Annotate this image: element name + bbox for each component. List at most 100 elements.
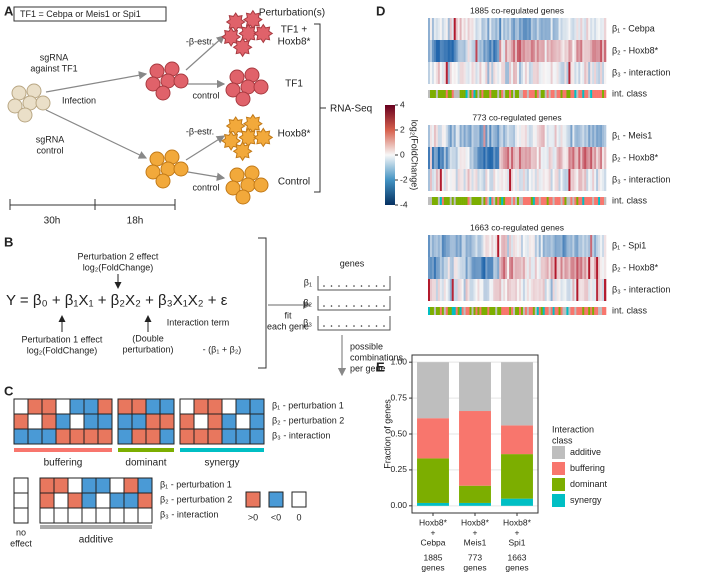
sign-cell [131,398,147,415]
heatmap-cell [518,279,522,301]
sign-cell [123,477,139,494]
class-cell [463,197,466,205]
class-cell [479,90,482,98]
heatmap-cell [560,147,563,169]
class-cell [501,307,504,315]
heatmap-cell [600,62,603,84]
bracket [258,237,267,369]
heatmap-cell [511,62,514,84]
bar-segment [501,362,533,426]
class-cell [530,307,534,315]
label: genes [340,258,365,268]
class-cell [513,90,516,98]
cell [238,127,259,148]
class-cell [479,307,482,315]
heatmap-cell [493,169,496,191]
class-cell [552,197,555,205]
class-cell [497,90,500,98]
heatmap-cell [479,257,482,279]
sign-cell [13,413,29,430]
heatmap-cell [455,169,458,191]
class-cell [511,307,514,315]
sign-cell [249,413,265,430]
heatmap-cell [582,235,585,257]
heatmap-cell [602,279,605,301]
heatmap-cell [457,62,460,84]
gene-count: 1885 [424,552,443,562]
heatmap-cell [453,40,456,62]
class-cell [532,90,536,98]
heatmap-cell [471,147,474,169]
heatmap-cell [433,62,437,84]
heatmap-cell [475,18,478,40]
sign-cell [83,413,99,430]
sign-cell [67,492,83,509]
heatmap-cell [532,125,536,147]
cell [155,173,171,189]
heatmap-cell [598,235,601,257]
heatmap-cell [475,279,478,301]
sign-cell [81,492,97,509]
class-cell [429,307,433,315]
sign-cell [159,398,175,415]
class-cell [580,197,583,205]
class-cell [542,197,545,205]
heatmap-cell [564,235,567,257]
heatmap-cell [558,147,561,169]
class-cell [445,197,449,205]
heatmap-cell [517,125,520,147]
class-cell [433,90,437,98]
heatmap-cell [429,169,433,191]
heatmap-cell [546,62,549,84]
heatmap-cell [580,62,583,84]
cell [7,98,23,114]
class-cell [598,90,601,98]
sign-cell [55,428,71,445]
heatmap-cell [447,147,451,169]
sign-cell [39,477,55,494]
tf-box [13,6,167,22]
heatmap-cell [457,147,460,169]
heatmap-cell [570,62,573,84]
heatmap-cell [479,125,482,147]
row-label: β₂ - Hoxb8* [612,45,659,55]
heatmap-cell [513,62,516,84]
heatmap-cell [477,279,480,301]
dot [360,305,363,307]
heatmap-cell [560,235,563,257]
dot [330,305,333,307]
heatmap-cell [511,147,514,169]
heatmap-cell [491,169,494,191]
heatmap-cell [441,62,445,84]
heatmap-cell [483,279,486,301]
heatmap-cell [570,147,573,169]
class-cell [574,197,577,205]
heatmap-cell [485,40,488,62]
heatmap-cell [534,279,538,301]
heatmap-cell [497,125,500,147]
sign-cell [137,507,153,524]
class-cell [449,197,453,205]
heatmap-cell [528,279,532,301]
heatmap-cell [600,257,603,279]
heatmap-cell [562,62,565,84]
cell [11,85,27,101]
heatmap-cell [485,257,488,279]
sign-cell [53,492,69,509]
heatmap-cell [540,279,544,301]
class-cell [548,90,551,98]
heatmap-cell [556,18,559,40]
class-cell [578,90,581,98]
heatmap-cell [602,257,605,279]
class-cell [562,90,565,98]
label: β₂ [303,297,312,307]
class-cell [471,307,474,315]
heatmap-cell [465,62,468,84]
heatmap-cell [505,62,508,84]
cell [149,63,165,79]
class-cell [455,90,458,98]
heatmap-cell [479,62,482,84]
class-cell [451,90,455,98]
arrow [45,109,148,159]
heatmap-cell [578,62,581,84]
